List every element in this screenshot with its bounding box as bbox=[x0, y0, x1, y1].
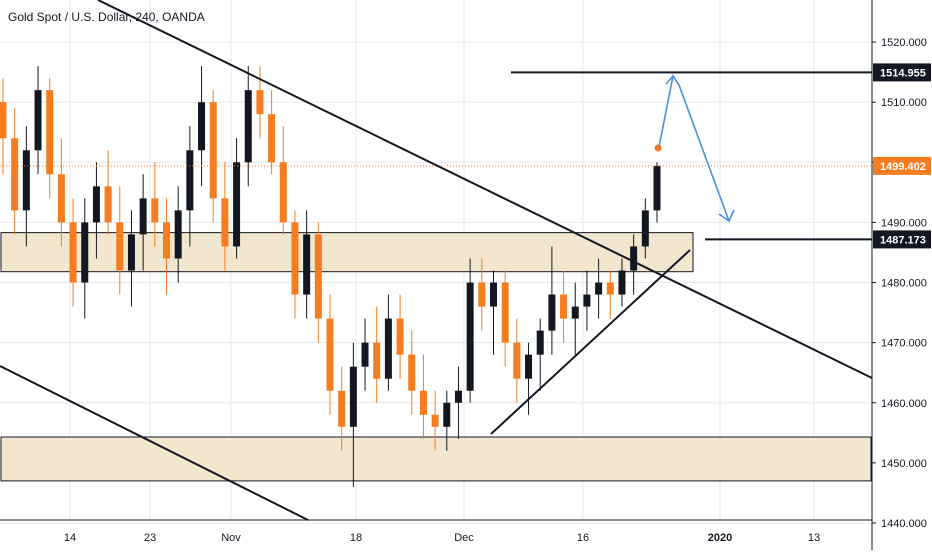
resistance-price-tag-bg bbox=[873, 63, 931, 82]
candle-layer bbox=[0, 66, 661, 487]
candle-body bbox=[69, 222, 77, 283]
candle-body bbox=[653, 165, 661, 211]
candle-body bbox=[396, 318, 404, 355]
candle-body bbox=[595, 282, 603, 295]
candle-body bbox=[419, 390, 427, 415]
candle-body bbox=[92, 186, 100, 223]
candle-body bbox=[536, 330, 544, 355]
candle-body bbox=[22, 150, 30, 211]
x-tick-label: 14 bbox=[64, 532, 76, 544]
projection-up-arrow bbox=[658, 73, 680, 148]
candle-body bbox=[606, 282, 614, 295]
candle-body bbox=[513, 342, 521, 379]
candle-body bbox=[349, 366, 357, 427]
y-tick-label: 1480.000 bbox=[881, 278, 927, 290]
candle-body bbox=[525, 354, 533, 379]
projection-down-arrow bbox=[678, 84, 730, 222]
candle-body bbox=[244, 90, 252, 163]
candle-body bbox=[221, 198, 229, 247]
support-price-tag-bg bbox=[873, 230, 931, 249]
candle-body bbox=[630, 246, 638, 271]
candle-body bbox=[139, 198, 147, 235]
x-tick-label: 18 bbox=[350, 532, 362, 544]
descending-trendline bbox=[97, 0, 873, 379]
candle-body bbox=[233, 162, 241, 247]
candle-body bbox=[11, 138, 19, 211]
candle-body bbox=[490, 282, 497, 307]
candle-body bbox=[618, 270, 626, 295]
x-tick-label: 23 bbox=[144, 532, 156, 544]
candle-body bbox=[0, 102, 7, 139]
projection-down-arrowhead bbox=[718, 209, 735, 223]
candle-body bbox=[198, 102, 206, 151]
chart-title: Gold Spot / U.S. Dollar, 240, OANDA bbox=[8, 10, 205, 24]
candle-body bbox=[454, 390, 462, 403]
candle-body bbox=[478, 282, 486, 307]
candle-body bbox=[303, 234, 311, 295]
candle-body bbox=[431, 414, 439, 427]
candle-body bbox=[81, 222, 89, 283]
candle-body bbox=[104, 186, 112, 223]
support-zone bbox=[0, 436, 872, 482]
resistance-price-tag: 1514.955 bbox=[880, 67, 926, 79]
projection-up-arrowhead bbox=[665, 75, 674, 85]
candle-body bbox=[373, 342, 381, 379]
candle-body bbox=[127, 234, 135, 271]
candle-body bbox=[361, 342, 369, 367]
y-tick-label: 1440.000 bbox=[881, 518, 927, 530]
candle-body bbox=[279, 162, 287, 223]
candle-body bbox=[583, 294, 591, 307]
candle-body bbox=[256, 90, 264, 115]
candle-body bbox=[57, 174, 65, 223]
x-tick-label: Dec bbox=[454, 532, 474, 544]
ascending-trendline bbox=[490, 249, 691, 435]
candle-body bbox=[163, 222, 170, 259]
y-tick-label: 1450.000 bbox=[881, 458, 927, 470]
x-tick-label: 2020 bbox=[708, 532, 732, 544]
candle-body bbox=[314, 234, 322, 319]
candle-body bbox=[548, 294, 556, 331]
x-tick-label: 16 bbox=[577, 532, 589, 544]
candle-body bbox=[641, 210, 649, 247]
candle-body bbox=[116, 222, 124, 271]
candle-body bbox=[174, 210, 182, 259]
x-tick-label: 13 bbox=[808, 532, 820, 544]
y-tick-label: 1490.000 bbox=[881, 217, 927, 229]
x-tick-label: Nov bbox=[221, 532, 241, 544]
support-price-tag: 1487.173 bbox=[880, 234, 926, 246]
candle-body bbox=[501, 282, 509, 343]
candle-body bbox=[560, 294, 568, 319]
y-tick-label: 1520.000 bbox=[881, 37, 927, 49]
current-price-tag: 1499.402 bbox=[880, 161, 926, 173]
candle-body bbox=[466, 282, 474, 391]
candle-body bbox=[338, 390, 346, 427]
candle-body bbox=[151, 198, 159, 223]
candle-body bbox=[34, 90, 42, 151]
candle-body bbox=[209, 102, 217, 199]
candle-body bbox=[408, 354, 416, 391]
candle-body bbox=[384, 318, 392, 379]
y-tick-label: 1510.000 bbox=[881, 97, 927, 109]
candle-body bbox=[186, 150, 194, 211]
candle-body bbox=[326, 318, 334, 391]
channel-trendline bbox=[0, 365, 309, 521]
y-tick-label: 1460.000 bbox=[881, 398, 927, 410]
candle-body bbox=[268, 114, 276, 163]
current-price-tag-bg bbox=[873, 156, 931, 175]
support-zone bbox=[0, 232, 694, 273]
current-price-dot bbox=[654, 144, 662, 152]
candle-body bbox=[291, 222, 299, 295]
drawing-layer bbox=[0, 0, 873, 521]
candle-body bbox=[571, 306, 579, 319]
candle-body bbox=[443, 402, 451, 427]
candle-body bbox=[46, 90, 54, 175]
y-tick-label: 1470.000 bbox=[881, 338, 927, 350]
